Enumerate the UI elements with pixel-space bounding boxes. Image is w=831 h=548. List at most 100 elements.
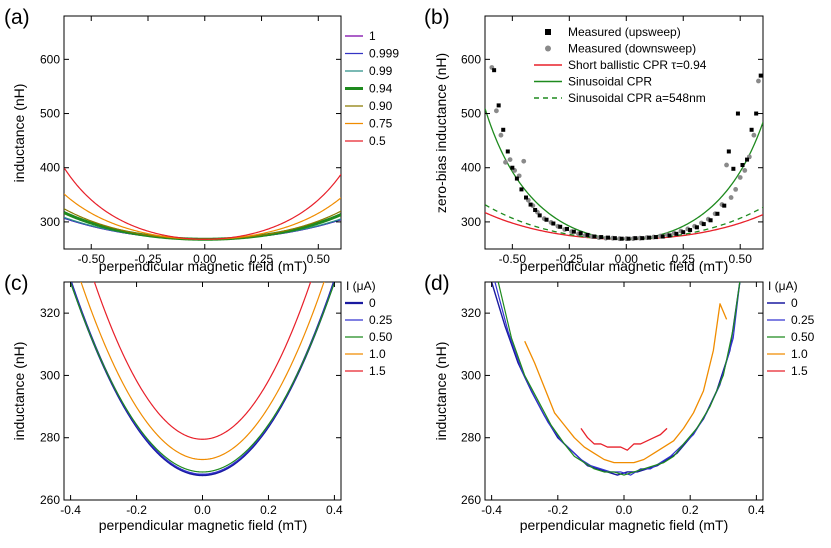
series-line-1-5 xyxy=(93,282,312,440)
panel-b-curves xyxy=(485,108,763,240)
upsweep-point xyxy=(653,235,658,240)
upsweep-point xyxy=(674,231,679,236)
y-tick-label: 400 xyxy=(40,161,60,175)
series-line-0-50 xyxy=(497,282,741,476)
panel-c-legend: I (μA) 0 0.25 0.50 1.0 1.5 xyxy=(345,279,393,378)
panel-a: (a) -0.50 -0.25 0.00 0.25 0.50 300400500600 … xyxy=(4,6,399,274)
x-tick-label: -0.50 xyxy=(499,252,527,266)
series-line-0 xyxy=(69,282,336,477)
downsweep-point xyxy=(742,168,748,173)
x-tick-label: 0.00 xyxy=(615,252,639,266)
x-tick-label: 0.00 xyxy=(193,252,217,266)
downsweep-point xyxy=(507,157,513,162)
series-line-0 xyxy=(490,282,741,476)
upsweep-point xyxy=(749,127,754,132)
panel-d-legend: I (μA) 0 0.25 0.50 1.0 1.5 xyxy=(767,279,815,378)
y-tick-label: 280 xyxy=(40,431,60,445)
panel-c-x-ticks: -0.4 -0.2 0.0 0.2 0.4 xyxy=(60,282,343,517)
panel-c-y-axis-label: inductance (nH) xyxy=(11,342,27,441)
panel-a-y-ticks: 300 400 500 600 xyxy=(40,52,341,229)
x-tick-label: -0.25 xyxy=(556,252,584,266)
downsweep-point xyxy=(728,195,734,200)
series-line-0-75 xyxy=(64,193,341,240)
upsweep-point xyxy=(660,234,665,239)
y-tick-label: 500 xyxy=(461,107,481,121)
y-tick-label: 300 xyxy=(40,215,60,229)
panel-d-plot-frame xyxy=(484,281,764,501)
downsweep-point xyxy=(521,158,527,164)
series-line-0-5 xyxy=(64,167,341,240)
upsweep-point xyxy=(537,213,542,218)
upsweep-point xyxy=(754,111,759,116)
downsweep-point xyxy=(751,132,757,138)
series-line-1-0 xyxy=(524,303,728,464)
y-tick-label: 280 xyxy=(461,431,481,445)
upsweep-point xyxy=(701,222,706,227)
y-tick-label: 600 xyxy=(40,52,60,66)
upsweep-point xyxy=(612,236,617,241)
x-tick-label: 0.25 xyxy=(672,252,696,266)
series-line-0-90 xyxy=(64,208,341,240)
upsweep-point xyxy=(731,166,736,171)
upsweep-point xyxy=(514,176,519,181)
downsweep-point xyxy=(733,186,739,192)
legend-label: 0 xyxy=(369,296,376,310)
upsweep-point xyxy=(505,149,510,154)
panel-b-y-axis-label: zero-bias inductance (nH) xyxy=(433,53,449,213)
x-tick-label: 0.2 xyxy=(682,503,699,517)
y-tick-label: 500 xyxy=(40,107,60,121)
downsweep-point xyxy=(493,108,499,114)
legend-label: 0.90 xyxy=(369,99,393,113)
series-line-1-0 xyxy=(80,282,325,461)
upsweep-point xyxy=(694,225,699,230)
upsweep-point xyxy=(681,230,686,235)
upsweep-point xyxy=(585,232,590,237)
legend-label: 0.25 xyxy=(791,313,815,327)
upsweep-point xyxy=(740,163,745,168)
y-tick-label: 320 xyxy=(461,306,481,320)
legend-label: 0.94 xyxy=(369,82,393,96)
x-tick-label: 0.4 xyxy=(748,503,765,517)
legend-label: 1.0 xyxy=(791,347,808,361)
upsweep-point xyxy=(578,231,583,236)
legend-label: Measured (upsweep) xyxy=(568,25,681,39)
y-tick-label: 600 xyxy=(461,52,481,66)
upsweep-point xyxy=(524,195,529,200)
panel-d-y-axis-label: inductance (nH) xyxy=(433,342,449,441)
x-tick-label: -0.4 xyxy=(481,503,502,517)
series-line-short-ballistic-cpr-0-94 xyxy=(485,211,763,240)
panel-a-plot-frame xyxy=(63,15,342,250)
legend-label: 0.75 xyxy=(369,117,393,131)
panel-d-x-ticks: -0.4 -0.2 0.0 0.2 0.4 xyxy=(481,282,765,517)
upsweep-point xyxy=(496,103,501,108)
legend-label: 0.99 xyxy=(369,64,393,78)
legend-label: Short ballistic CPR τ=0.94 xyxy=(568,58,707,72)
upsweep-point xyxy=(633,236,638,241)
panel-c-curves xyxy=(69,282,336,477)
upsweep-point xyxy=(626,236,631,241)
panel-a-x-axis-label: perpendicular magnetic field (mT) xyxy=(99,258,308,274)
panel-b-x-ticks: -0.50 -0.25 0.00 0.25 0.50 xyxy=(499,16,752,266)
panel-c-y-ticks: 260 280 300 320 xyxy=(40,306,341,507)
downsweep-point xyxy=(737,175,743,180)
y-tick-label: 260 xyxy=(40,493,60,507)
series-line-0-50 xyxy=(69,282,336,473)
panel-c: (c) -0.4 -0.2 0.0 0.2 0.4 260 280 300 320 perpe… xyxy=(4,272,393,533)
panel-d-label: (d) xyxy=(424,272,450,295)
upsweep-point xyxy=(492,68,497,73)
panel-c-x-axis-label: perpendicular magnetic field (mT) xyxy=(99,517,308,533)
upsweep-point xyxy=(640,236,645,241)
legend-label: 1 xyxy=(369,29,376,43)
legend-title: I (μA) xyxy=(768,279,798,293)
panel-d-curves xyxy=(490,282,741,476)
upsweep-point xyxy=(571,229,576,234)
downsweep-point xyxy=(756,78,761,84)
legend-swatch xyxy=(545,45,551,52)
x-tick-label: -0.4 xyxy=(60,503,81,517)
panel-d: (d) -0.4 -0.2 0.0 0.2 0.4 260 280 300 320 perpe… xyxy=(424,272,815,533)
x-tick-label: 0.25 xyxy=(250,252,274,266)
y-tick-label: 320 xyxy=(40,306,60,320)
upsweep-point xyxy=(565,226,570,231)
x-tick-label: 0.2 xyxy=(260,503,277,517)
